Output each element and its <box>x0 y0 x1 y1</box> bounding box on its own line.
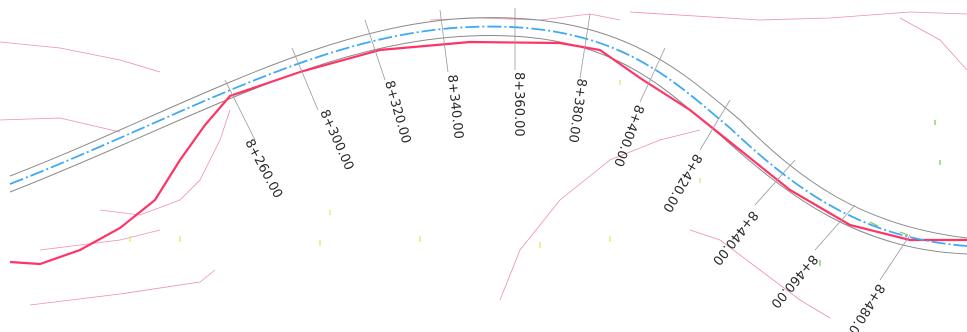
pink-line-left-mid <box>0 117 121 133</box>
station-label: 8+260.00 <box>241 137 285 201</box>
green-marks <box>819 120 941 266</box>
tick-8-460 <box>814 204 856 251</box>
station-labels: 8+260.00 8+300.00 8+320.00 8+340.00 8+36… <box>241 72 887 332</box>
background-pink-lines <box>0 11 967 319</box>
pink-line-right <box>689 229 831 319</box>
survey-marks <box>129 80 941 266</box>
station-label: 8+380.00 <box>565 77 589 143</box>
tick-8-440 <box>754 159 796 206</box>
pink-line-mid-left <box>179 109 231 201</box>
station-label: 8+440.00 <box>709 208 761 268</box>
centerline <box>9 25 967 247</box>
right-edge-line <box>9 35 967 255</box>
yellow-marks <box>129 80 701 248</box>
tick-8-320 <box>364 19 386 81</box>
station-label: 8+480.00 <box>840 281 887 332</box>
station-label: 8+320.00 <box>381 79 413 145</box>
left-edge-line <box>9 17 967 239</box>
pink-line-top-left <box>0 41 161 73</box>
tick-8-380 <box>579 13 591 79</box>
tick-8-300 <box>291 47 319 111</box>
design-line <box>9 40 967 266</box>
tick-8-260 <box>224 79 256 141</box>
station-label: 8+400.00 <box>610 103 646 169</box>
pink-line-lower-mid <box>39 229 161 251</box>
station-label: 8+360.00 <box>511 72 526 137</box>
station-label: 8+300.00 <box>316 108 356 173</box>
pink-line-curve <box>499 129 701 301</box>
tick-8-420 <box>699 99 731 151</box>
pink-line-far-right <box>899 17 967 71</box>
station-ticks <box>224 8 911 281</box>
tick-8-400 <box>639 47 666 103</box>
pink-line-top-right <box>629 11 967 21</box>
alignment-edges <box>9 17 967 255</box>
pink-line-lower-left <box>99 199 181 216</box>
tick-8-340 <box>439 9 449 73</box>
tick-8-480 <box>879 234 911 281</box>
station-label: 8+340.00 <box>444 74 466 140</box>
station-label: 8+420.00 <box>659 151 704 214</box>
pink-line-bottom <box>29 269 216 306</box>
